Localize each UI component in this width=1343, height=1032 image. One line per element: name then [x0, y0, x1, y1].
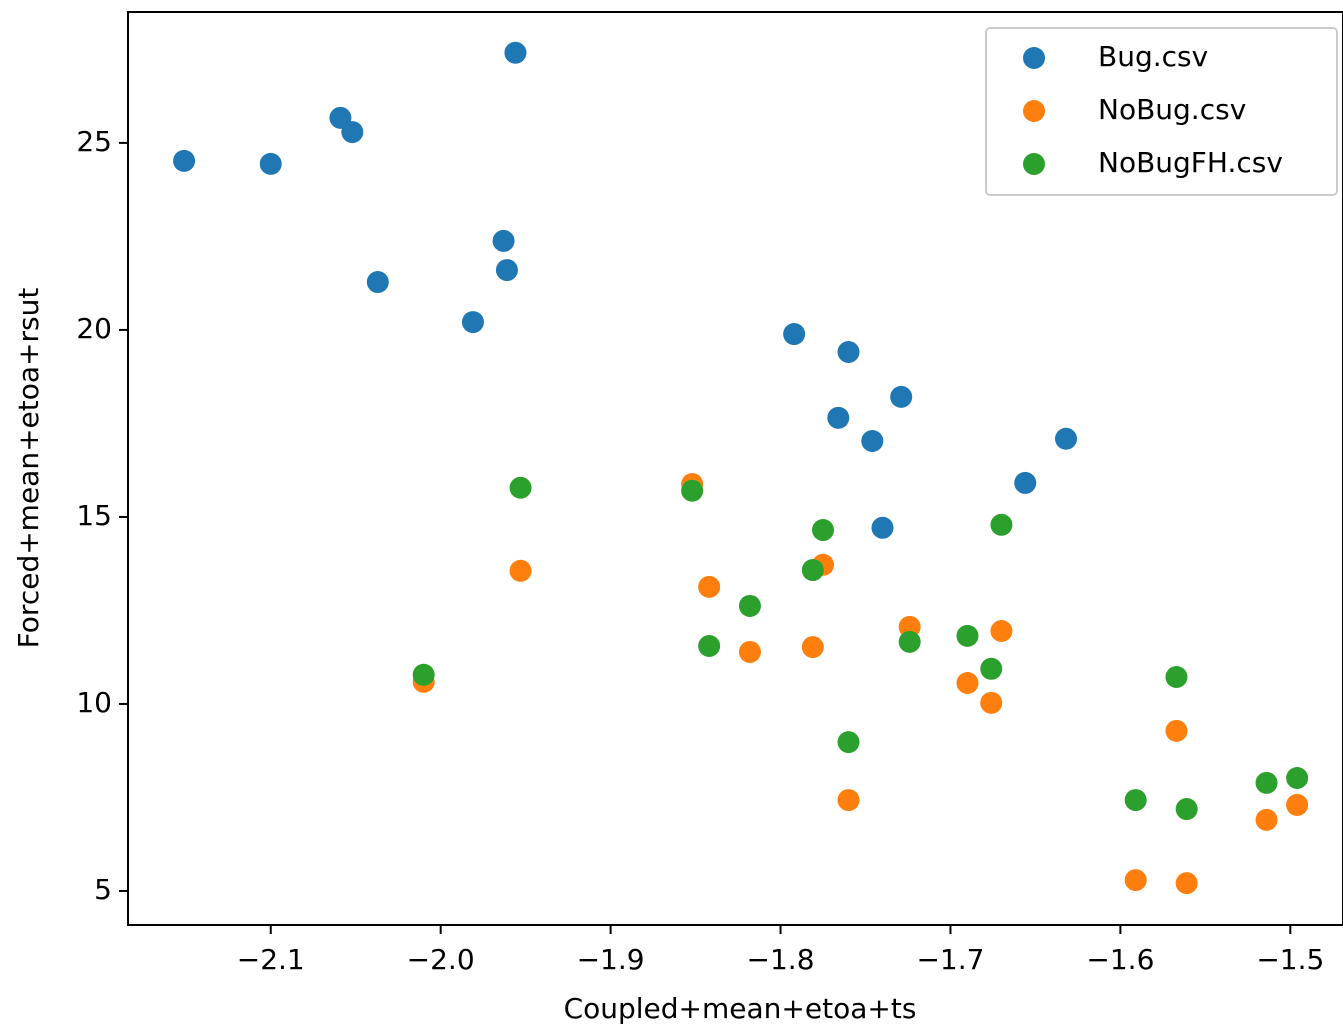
scatter-point — [838, 341, 860, 363]
y-tick-label: 5 — [94, 873, 112, 906]
scatter-point — [783, 323, 805, 345]
x-tick-label: −1.5 — [1256, 943, 1324, 976]
scatter-point — [698, 576, 720, 598]
scatter-point — [980, 658, 1002, 680]
scatter-point — [341, 121, 363, 143]
scatter-point — [1014, 472, 1036, 494]
scatter-point — [899, 631, 921, 653]
scatter-point — [871, 517, 893, 539]
legend-marker — [1023, 153, 1045, 175]
y-tick-label: 15 — [76, 499, 112, 532]
scatter-point — [1176, 872, 1198, 894]
legend-label: Bug.csv — [1098, 40, 1208, 73]
legend-marker — [1023, 47, 1045, 69]
x-axis-label: Coupled+mean+etoa+ts — [564, 992, 917, 1025]
x-tick-label: −1.6 — [1086, 943, 1154, 976]
scatter-point — [990, 514, 1012, 536]
chart: Coupled+mean+etoa+ts Forced+mean+etoa+rs… — [0, 0, 1343, 1032]
legend-label: NoBug.csv — [1098, 93, 1246, 126]
scatter-point — [1256, 772, 1278, 794]
x-tick-label: −1.8 — [747, 943, 815, 976]
scatter-point — [739, 641, 761, 663]
x-tick-label: −1.7 — [916, 943, 984, 976]
scatter-point — [1055, 428, 1077, 450]
scatter-point — [890, 386, 912, 408]
scatter-point — [980, 692, 1002, 714]
x-tick-label: −1.9 — [577, 943, 645, 976]
scatter-point — [802, 636, 824, 658]
scatter-point — [462, 311, 484, 333]
scatter-point — [861, 430, 883, 452]
scatter-point — [838, 789, 860, 811]
scatter-point — [413, 664, 435, 686]
x-tick-label: −2.0 — [407, 943, 475, 976]
scatter-point — [956, 672, 978, 694]
scatter-point — [698, 635, 720, 657]
scatter-point — [1286, 794, 1308, 816]
scatter-point — [1165, 666, 1187, 688]
y-axis-label: Forced+mean+etoa+rsut — [12, 288, 45, 649]
scatter-point — [739, 595, 761, 617]
scatter-point — [1125, 789, 1147, 811]
scatter-point — [493, 230, 515, 252]
scatter-point — [1176, 798, 1198, 820]
scatter-point — [367, 271, 389, 293]
y-tick-label: 10 — [76, 686, 112, 719]
scatter-point — [812, 519, 834, 541]
scatter-point — [504, 42, 526, 64]
scatter-point — [802, 559, 824, 581]
scatter-point — [1256, 809, 1278, 831]
x-tick-label: −2.1 — [237, 943, 305, 976]
y-tick-label: 25 — [76, 125, 112, 158]
scatter-point — [1286, 767, 1308, 789]
scatter-point — [496, 259, 518, 281]
scatter-point — [827, 407, 849, 429]
scatter-point — [956, 625, 978, 647]
scatter-point — [510, 560, 532, 582]
scatter-point — [510, 477, 532, 499]
scatter-point — [838, 731, 860, 753]
scatter-point — [1165, 720, 1187, 742]
scatter-point — [990, 620, 1012, 642]
legend-label: NoBugFH.csv — [1098, 146, 1283, 179]
scatter-point — [173, 150, 195, 172]
scatter-point — [260, 153, 282, 175]
scatter-point — [681, 480, 703, 502]
legend-marker — [1023, 100, 1045, 122]
scatter-point — [1125, 869, 1147, 891]
y-tick-label: 20 — [76, 312, 112, 345]
